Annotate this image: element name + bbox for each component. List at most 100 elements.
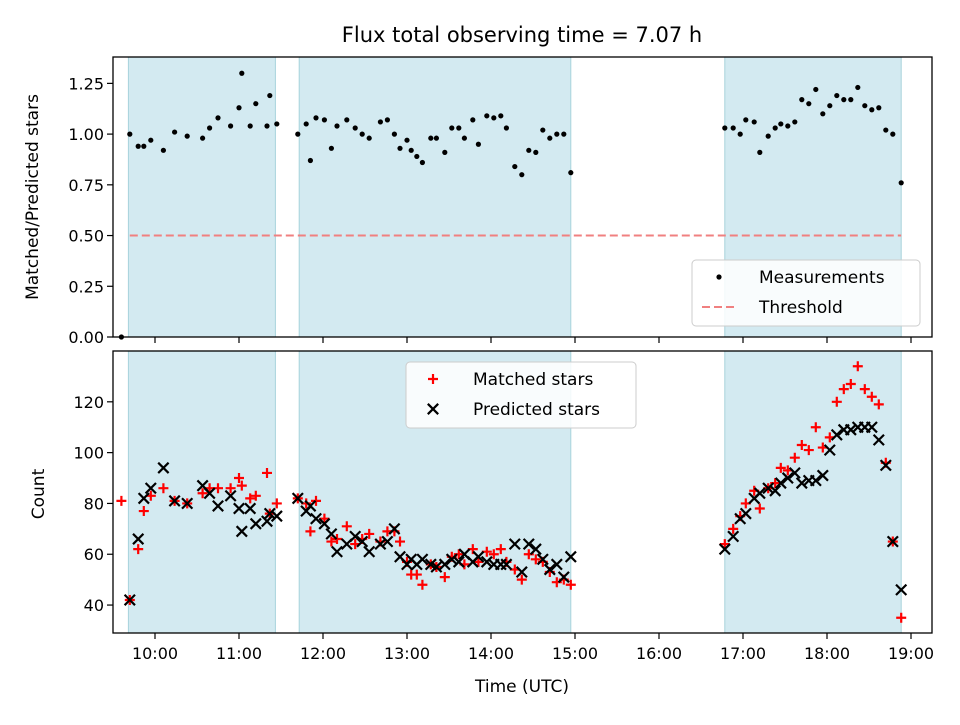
data-point xyxy=(414,153,420,160)
data-point xyxy=(332,534,342,544)
data-point xyxy=(890,131,896,137)
data-point xyxy=(244,502,257,515)
data-point xyxy=(762,482,775,495)
data-point xyxy=(311,495,321,506)
data-point xyxy=(168,494,181,507)
data-point xyxy=(135,143,141,149)
data-point xyxy=(785,123,791,129)
data-point xyxy=(722,125,728,131)
data-point xyxy=(397,145,403,151)
data-point xyxy=(820,111,826,117)
data-point xyxy=(844,423,857,436)
data-point xyxy=(895,583,908,596)
data-point xyxy=(381,535,394,548)
data-point xyxy=(172,129,178,135)
y-tick-label: 0.00 xyxy=(68,328,104,347)
data-point xyxy=(529,543,542,556)
data-point xyxy=(564,550,577,563)
data-point xyxy=(519,172,525,178)
data-point xyxy=(391,131,397,137)
legend-box xyxy=(405,361,637,429)
data-point xyxy=(197,488,208,499)
data-point xyxy=(331,545,343,558)
data-point xyxy=(253,101,259,107)
legend-label: Threshold xyxy=(758,298,843,318)
data-point xyxy=(305,526,316,537)
data-point xyxy=(823,444,836,457)
data-point xyxy=(500,558,513,571)
x-tick-label: 14:00 xyxy=(468,644,514,663)
data-point xyxy=(806,101,812,107)
data-point xyxy=(144,482,157,495)
y-tick-label: 40 xyxy=(84,596,104,615)
y-tick-label: 1.00 xyxy=(68,125,104,144)
data-point xyxy=(550,558,563,571)
data-point xyxy=(416,553,429,566)
data-point xyxy=(557,571,570,584)
data-point xyxy=(439,572,450,583)
plot-frame xyxy=(112,56,933,338)
data-point xyxy=(359,131,365,137)
data-point xyxy=(228,123,234,129)
data-point xyxy=(116,495,127,506)
data-point xyxy=(568,170,574,176)
data-point xyxy=(158,483,169,494)
data-point xyxy=(565,579,576,590)
data-point xyxy=(781,472,794,485)
data-point xyxy=(845,379,856,390)
data-point xyxy=(133,544,144,555)
series-predicted-stars xyxy=(123,421,908,606)
panel-1: 0.00 0.25 0.50 0.75 1.00 1.25 Measurements Thre… xyxy=(68,56,933,347)
data-point xyxy=(356,535,369,548)
data-point xyxy=(859,384,870,395)
data-point xyxy=(344,117,350,123)
data-point xyxy=(540,127,546,133)
data-point xyxy=(123,593,136,606)
data-point xyxy=(461,135,467,141)
data-point xyxy=(561,131,567,137)
data-point xyxy=(291,492,304,505)
data-point xyxy=(274,121,280,127)
x-tick-label: 16:00 xyxy=(636,644,682,663)
data-point xyxy=(138,506,149,517)
x-tick-label: 15:00 xyxy=(552,644,598,663)
data-point xyxy=(848,97,854,103)
data-point xyxy=(718,543,731,556)
data-point xyxy=(319,513,330,524)
data-point xyxy=(789,452,800,463)
data-point xyxy=(384,117,390,123)
data-point xyxy=(417,579,428,590)
shaded-interval xyxy=(298,56,572,338)
data-point xyxy=(883,127,889,133)
data-point xyxy=(876,105,882,111)
legend-label: Predicted stars xyxy=(473,400,600,420)
data-point xyxy=(184,133,190,139)
shaded-interval xyxy=(127,56,276,338)
data-point xyxy=(411,569,422,580)
data-point xyxy=(554,131,560,137)
data-point xyxy=(181,497,194,510)
data-point xyxy=(769,484,782,497)
data-point xyxy=(225,483,236,494)
y-tick-label: 1.25 xyxy=(68,74,104,93)
legend-swatch xyxy=(427,403,439,415)
data-point xyxy=(869,107,875,113)
data-point xyxy=(795,477,808,490)
data-point xyxy=(419,159,425,166)
data-point xyxy=(267,92,273,99)
data-point xyxy=(430,560,443,573)
legend-swatch xyxy=(716,274,722,280)
data-point xyxy=(799,97,805,103)
data-point xyxy=(772,125,778,131)
data-point xyxy=(304,499,317,512)
data-point xyxy=(452,555,465,568)
data-point xyxy=(753,487,766,500)
data-point xyxy=(522,538,535,551)
panel-2: 40 60 80 100 120 10:00 11:00 12:00 13:00 14:00 15:… xyxy=(73,350,934,663)
data-point xyxy=(484,113,490,119)
data-point xyxy=(778,121,784,127)
y-tick-label: 0.75 xyxy=(68,176,104,195)
data-point xyxy=(737,131,743,137)
data-point xyxy=(148,137,154,143)
